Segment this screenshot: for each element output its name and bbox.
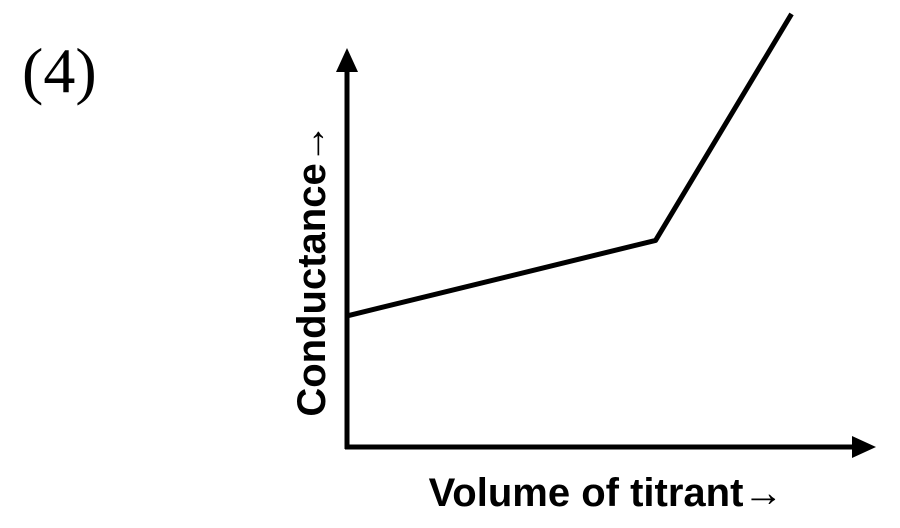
data-line bbox=[346, 12, 794, 319]
y-axis-label: Conductance→ bbox=[290, 123, 334, 416]
x-axis-label: Volume of titrant→ bbox=[429, 471, 784, 515]
x-axis-arrow bbox=[852, 436, 876, 458]
y-axis-arrow bbox=[336, 48, 358, 72]
axes bbox=[344, 62, 862, 450]
figure-label: (4) bbox=[22, 35, 97, 106]
